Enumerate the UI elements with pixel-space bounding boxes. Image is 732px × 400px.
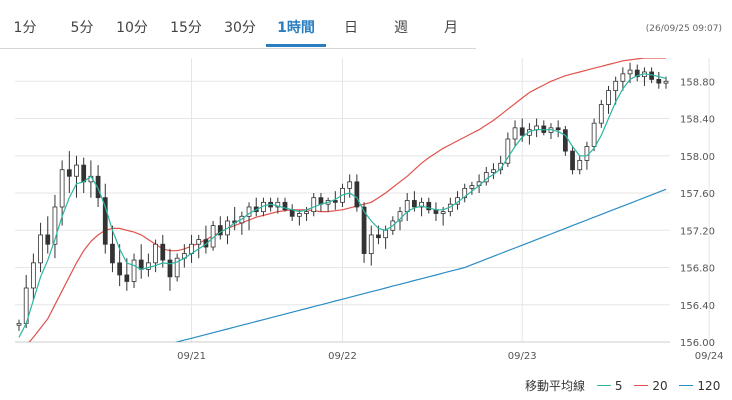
candle-body <box>585 146 589 160</box>
candle-body <box>333 200 337 202</box>
y-tick-label: 156.80 <box>680 264 715 275</box>
candle-body <box>132 260 136 281</box>
tab-30min[interactable]: 30分 <box>220 17 260 39</box>
candle-body <box>412 200 416 207</box>
legend-item-ma5: 5 <box>597 379 623 393</box>
candle-body <box>39 235 43 263</box>
candle-body <box>628 70 632 74</box>
candle-body <box>491 170 495 173</box>
tab-1hour[interactable]: 1時間 <box>270 17 322 39</box>
candle-body <box>563 130 567 151</box>
candle-body <box>110 244 114 263</box>
x-tick-label: 09/22 <box>328 351 357 362</box>
candle-body <box>161 244 165 260</box>
tab-monthly[interactable]: 月 <box>440 17 462 39</box>
y-tick-label: 158.40 <box>680 115 715 126</box>
candle-body <box>621 74 625 81</box>
legend-label-ma5: 5 <box>615 379 623 393</box>
candle-body <box>556 128 560 130</box>
x-tick-label: 09/23 <box>508 351 537 362</box>
candle-body <box>118 263 122 275</box>
tab-1min[interactable]: 1分 <box>10 17 40 39</box>
tab-5min[interactable]: 5分 <box>65 17 99 39</box>
candle-body <box>578 160 582 169</box>
moving-average-legend: 移動平均線 5 20 120 <box>525 377 720 394</box>
candle-body <box>599 105 603 124</box>
candle-body <box>348 182 352 189</box>
active-tab-indicator <box>266 44 326 47</box>
legend-swatch-ma20 <box>634 385 648 386</box>
candle-body <box>355 182 359 207</box>
candle-body <box>60 170 64 207</box>
candle-body <box>470 186 474 189</box>
y-tick-label: 156.00 <box>680 338 715 349</box>
candle-body <box>75 165 79 176</box>
candle-body <box>614 81 618 90</box>
y-tick-label: 158.80 <box>680 77 715 88</box>
y-tick-label: 156.40 <box>680 301 715 312</box>
candle-body <box>441 212 445 214</box>
candle-body <box>520 128 524 135</box>
tab-10min[interactable]: 10分 <box>112 17 152 39</box>
candle-body <box>592 123 596 146</box>
candle-body <box>31 263 35 288</box>
y-tick-label: 158.00 <box>680 152 715 163</box>
x-tick-label: 09/21 <box>177 351 206 362</box>
candlestick-chart: 156.00 156.40 156.80 157.20 157.60 158.00 158.… <box>0 52 732 372</box>
tab-15min[interactable]: 15分 <box>166 17 206 39</box>
legend-item-ma120: 120 <box>679 379 720 393</box>
legend-title: 移動平均線 <box>525 379 585 393</box>
y-tick-label: 157.20 <box>680 226 715 237</box>
candle-body <box>197 240 201 245</box>
candle-body <box>139 260 143 269</box>
y-tick-label: 157.60 <box>680 189 715 200</box>
candle-body <box>607 91 611 105</box>
candle-body <box>17 323 21 325</box>
candle-body <box>513 128 517 139</box>
legend-item-ma20: 20 <box>634 379 667 393</box>
candle-body <box>312 198 316 212</box>
candle-body <box>657 79 661 83</box>
candle-body <box>571 151 575 170</box>
tab-weekly[interactable]: 週 <box>390 17 412 39</box>
candle-body <box>168 260 172 277</box>
candle-body <box>664 81 668 83</box>
candle-body <box>369 235 373 254</box>
x-tick-label: 09/24 <box>695 351 724 362</box>
candle-body <box>376 235 380 238</box>
candle-body <box>67 170 71 177</box>
legend-swatch-ma120 <box>679 385 693 386</box>
legend-label-ma20: 20 <box>652 379 667 393</box>
candle-body <box>82 165 86 182</box>
candle-body <box>305 212 309 214</box>
candle-body <box>405 200 409 211</box>
legend-swatch-ma5 <box>597 385 611 386</box>
legend-label-ma120: 120 <box>697 379 720 393</box>
candle-body <box>125 275 129 282</box>
candle-body <box>384 230 388 237</box>
tab-daily[interactable]: 日 <box>340 17 362 39</box>
last-updated-timestamp: (26/09/25 09:07) <box>646 24 722 34</box>
candle-body <box>297 214 301 217</box>
candle-body <box>46 235 50 244</box>
candle-body <box>154 244 158 263</box>
interval-tabs: 1分 5分 10分 15分 30分 1時間 日 週 月 <box>0 0 476 49</box>
